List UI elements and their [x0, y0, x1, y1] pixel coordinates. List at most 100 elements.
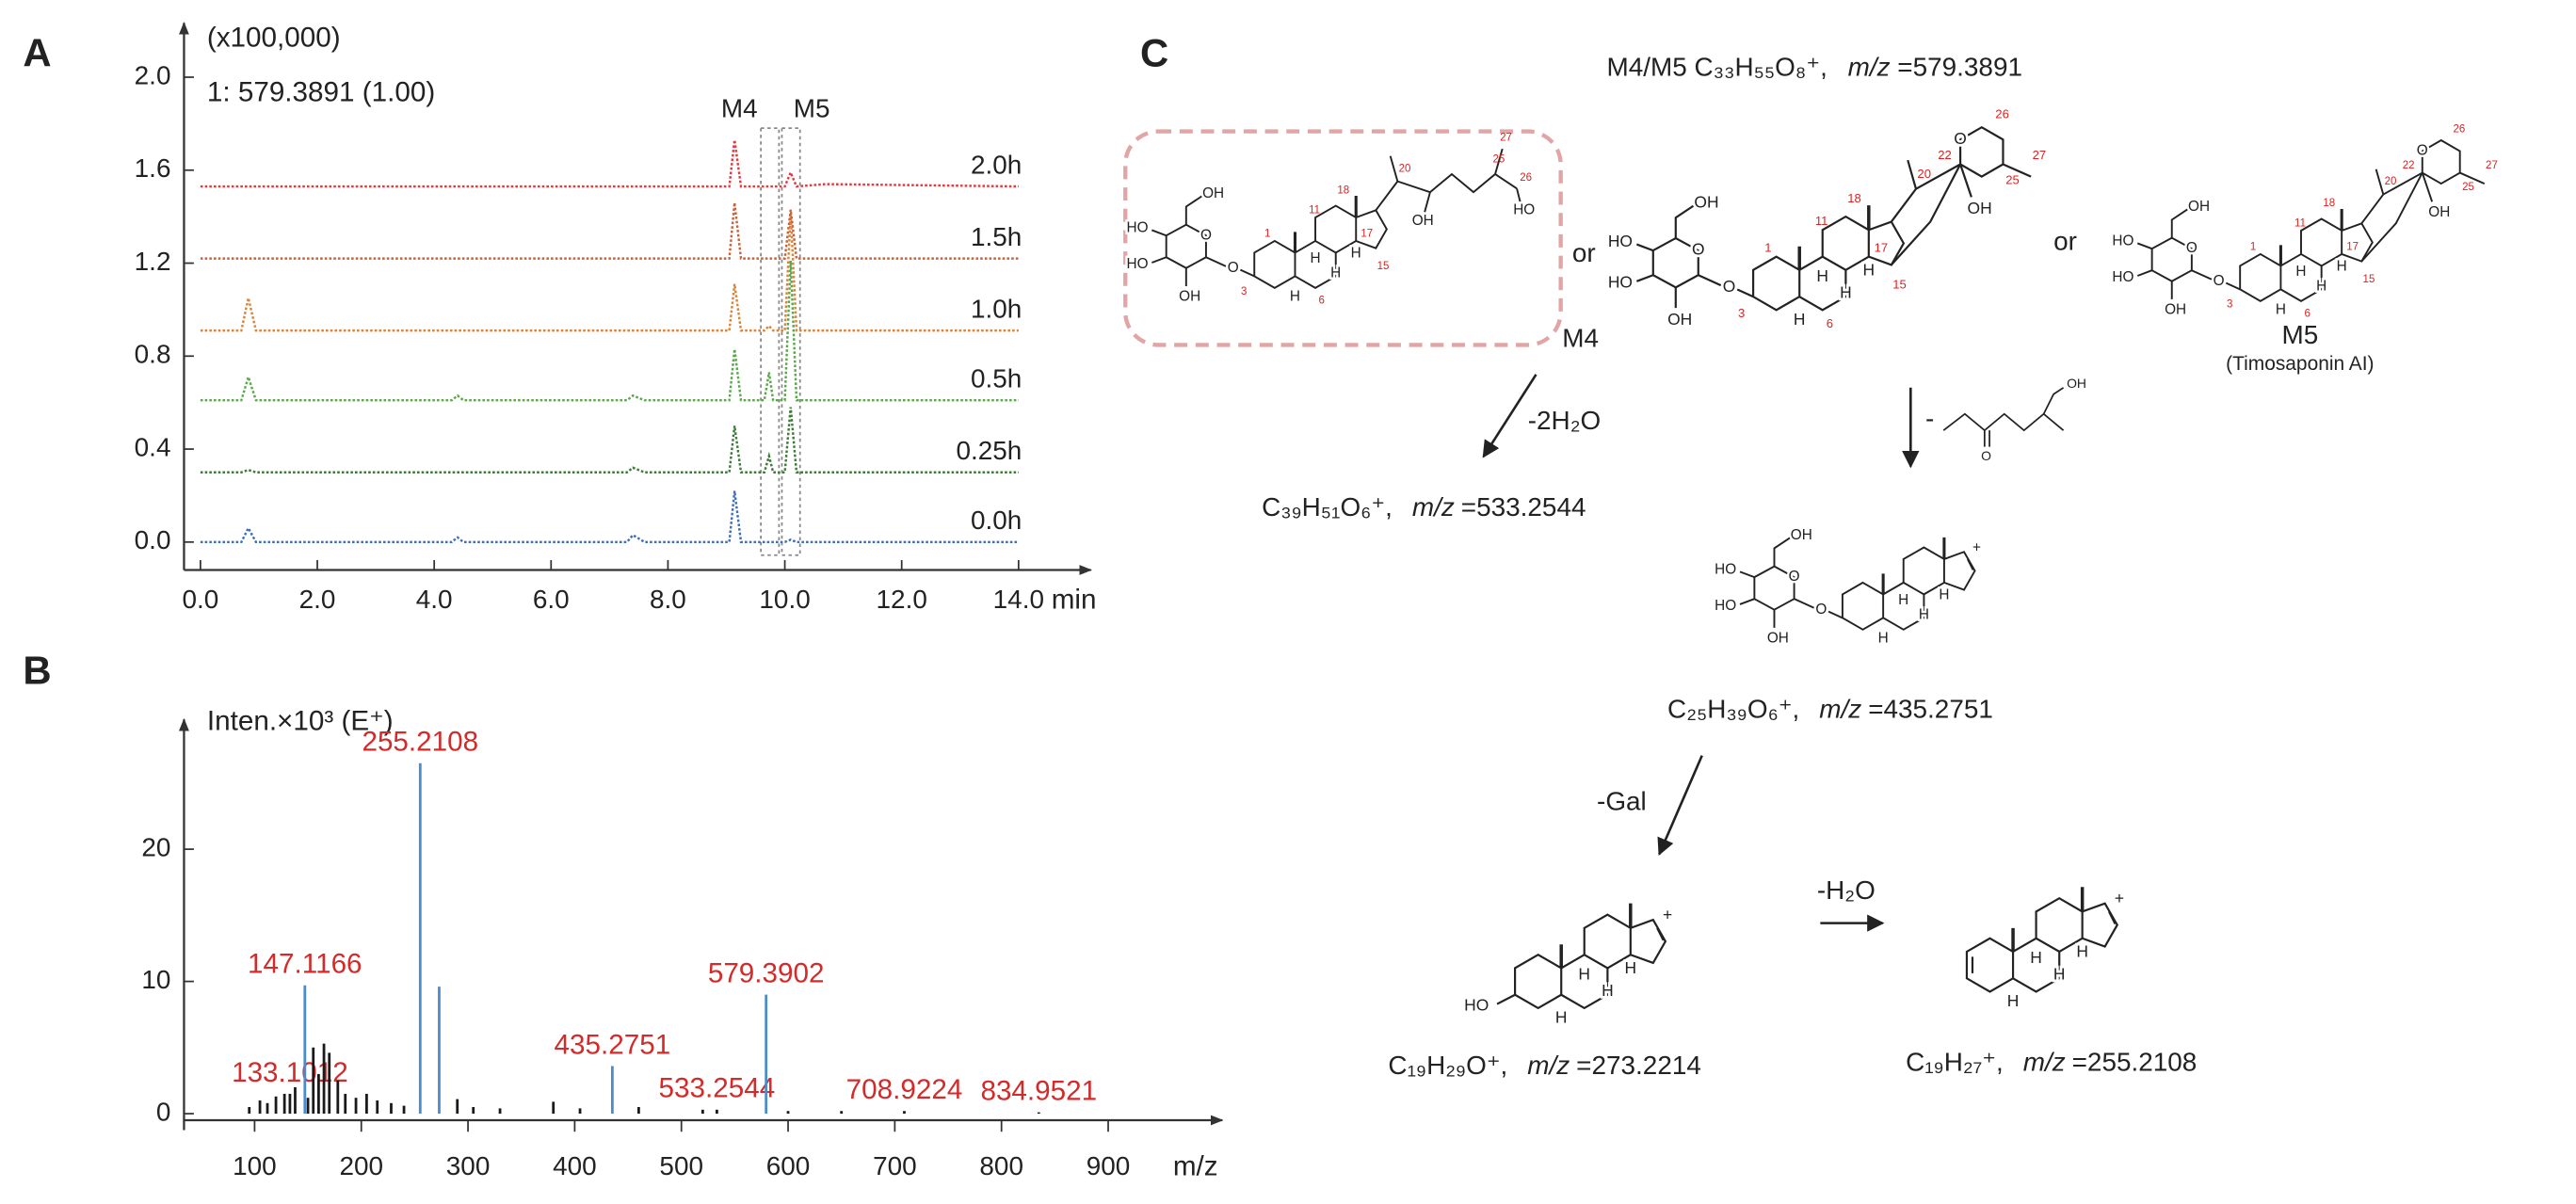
peak-label: 708.9224 [846, 1074, 963, 1105]
atom-number: 20 [2385, 176, 2397, 187]
mz-symbol: m/z [1819, 695, 1861, 724]
atom-label: H [1311, 250, 1321, 266]
atom-label: OH [2188, 199, 2210, 215]
atom-label: OH [2067, 376, 2086, 391]
atom-label: + [2115, 889, 2124, 907]
atom-label: H [1794, 310, 1806, 329]
atom-label: H [1625, 958, 1637, 977]
trace [200, 202, 1019, 260]
x-axis-label: m/z [1173, 1150, 1218, 1181]
atom-label: HO [2112, 269, 2133, 285]
atom-label: H [1578, 965, 1590, 984]
atom-label: O [1228, 260, 1239, 276]
highlight-box [1123, 129, 1563, 347]
atom-label: H [2007, 991, 2020, 1010]
atom-label: O [2417, 143, 2428, 159]
precursor: M4/M5 C₃₃H₅₅O₈⁺, m/z =579.3891 [1607, 53, 2022, 82]
atom-number: 15 [1892, 278, 1907, 292]
formula: C₁₉H₂₉O⁺, [1388, 1051, 1507, 1081]
region [781, 127, 801, 556]
y-unit: (x100,000) [207, 23, 341, 54]
atom-number: 27 [2033, 148, 2047, 162]
peak-label: 533.2544 [659, 1073, 776, 1104]
side-chain [1375, 148, 1521, 213]
atom-number: 22 [1938, 148, 1952, 162]
x-tick-label: 300 [446, 1151, 491, 1180]
step-label: -Gal [1597, 787, 1647, 816]
atom-number: 25 [2005, 172, 2020, 186]
x-tick-label: 400 [553, 1151, 597, 1180]
atom-label: OH [1694, 193, 1718, 212]
atom-label: H [1816, 266, 1828, 285]
x-tick-label: 700 [873, 1151, 917, 1180]
step-label: - [1925, 404, 1934, 433]
atom-number: 3 [1738, 306, 1745, 320]
connector: or [2053, 227, 2077, 256]
atom-label: HO [1464, 995, 1489, 1014]
y-tick-label: 20 [141, 832, 170, 861]
atom-number: 3 [2227, 299, 2232, 311]
connector: or [1572, 238, 1596, 267]
atom-number: 6 [1319, 295, 1325, 306]
atom-number: 27 [1500, 133, 1512, 144]
x-tick-label: 600 [766, 1151, 811, 1180]
steroid-rings [1513, 901, 1667, 1010]
steroid-rings [2238, 207, 2375, 303]
x-tick-label: 12.0 [877, 585, 927, 614]
y-tick-label: 0.4 [135, 432, 171, 461]
atom-label: HO [1513, 201, 1535, 217]
steroid-rings [1751, 203, 1906, 313]
atom-label: H [1919, 607, 1929, 623]
formula: C₁₉H₂₇⁺, [1906, 1048, 2004, 1077]
x-tick-label: 4.0 [416, 585, 453, 614]
arrow [1657, 755, 1703, 857]
x-tick-label: 8.0 [650, 585, 686, 614]
bond [1496, 927, 1665, 1005]
atom-label: H [1939, 586, 1949, 602]
x-tick-label: 0.0 [182, 585, 218, 614]
product-formula: C₁₉H₂₇⁺, m/z =255.2108 [1906, 1048, 2197, 1077]
atom-label: OH [1412, 213, 1434, 229]
atom-number: 18 [1337, 185, 1349, 196]
x-tick-label: 200 [339, 1151, 383, 1180]
atom-label: OH [1667, 310, 1692, 329]
region-label: M5 [794, 93, 830, 122]
steroid-rings [1965, 885, 2119, 994]
y-tick-label: 2.0 [135, 60, 171, 89]
atom-label: O [1692, 240, 1705, 259]
atom-number: 18 [2323, 198, 2335, 209]
step-label: -2H₂O [1528, 406, 1602, 435]
x-tick-label: 800 [979, 1151, 1023, 1180]
product-formula: C₁₉H₂₉O⁺, m/z =273.2214 [1388, 1051, 1700, 1081]
peak-label: 435.2751 [555, 1029, 671, 1060]
peak-label: 579.3902 [708, 958, 825, 989]
y-tick-label: 0.8 [135, 340, 171, 369]
panel-label: B [23, 648, 51, 692]
atom-label: HO [2112, 233, 2133, 249]
trace [200, 490, 1019, 544]
product-formula: C₃₉H₅₁O₆⁺, m/z =533.2544 [1262, 492, 1586, 522]
mz-symbol: m/z [2023, 1048, 2066, 1077]
mz-symbol: m/z [1527, 1051, 1570, 1081]
product-formula: C₂₅H₃₉O₆⁺, m/z =435.2751 [1667, 695, 1993, 724]
series-label: 2.0h [971, 150, 1022, 179]
formula: C₂₅H₃₉O₆⁺, [1667, 695, 1799, 724]
peak-label: 147.1166 [248, 949, 362, 980]
y-tick-label: 0.0 [135, 525, 171, 554]
y-tick-label: 1.6 [135, 153, 171, 183]
x-tick-label: 6.0 [533, 585, 570, 614]
atom-label: HO [1608, 273, 1633, 292]
fragment [1942, 387, 2065, 447]
y-tick-label: 10 [141, 965, 170, 994]
atom-label: H [1351, 245, 1361, 261]
atom-number: 26 [1995, 107, 2009, 121]
atom-label: O [1200, 227, 1212, 243]
atom-number: 26 [1520, 172, 1532, 184]
atom-number: 17 [1875, 240, 1889, 254]
atom-number: 1 [1264, 228, 1270, 239]
atom-label: H [1555, 1007, 1568, 1026]
